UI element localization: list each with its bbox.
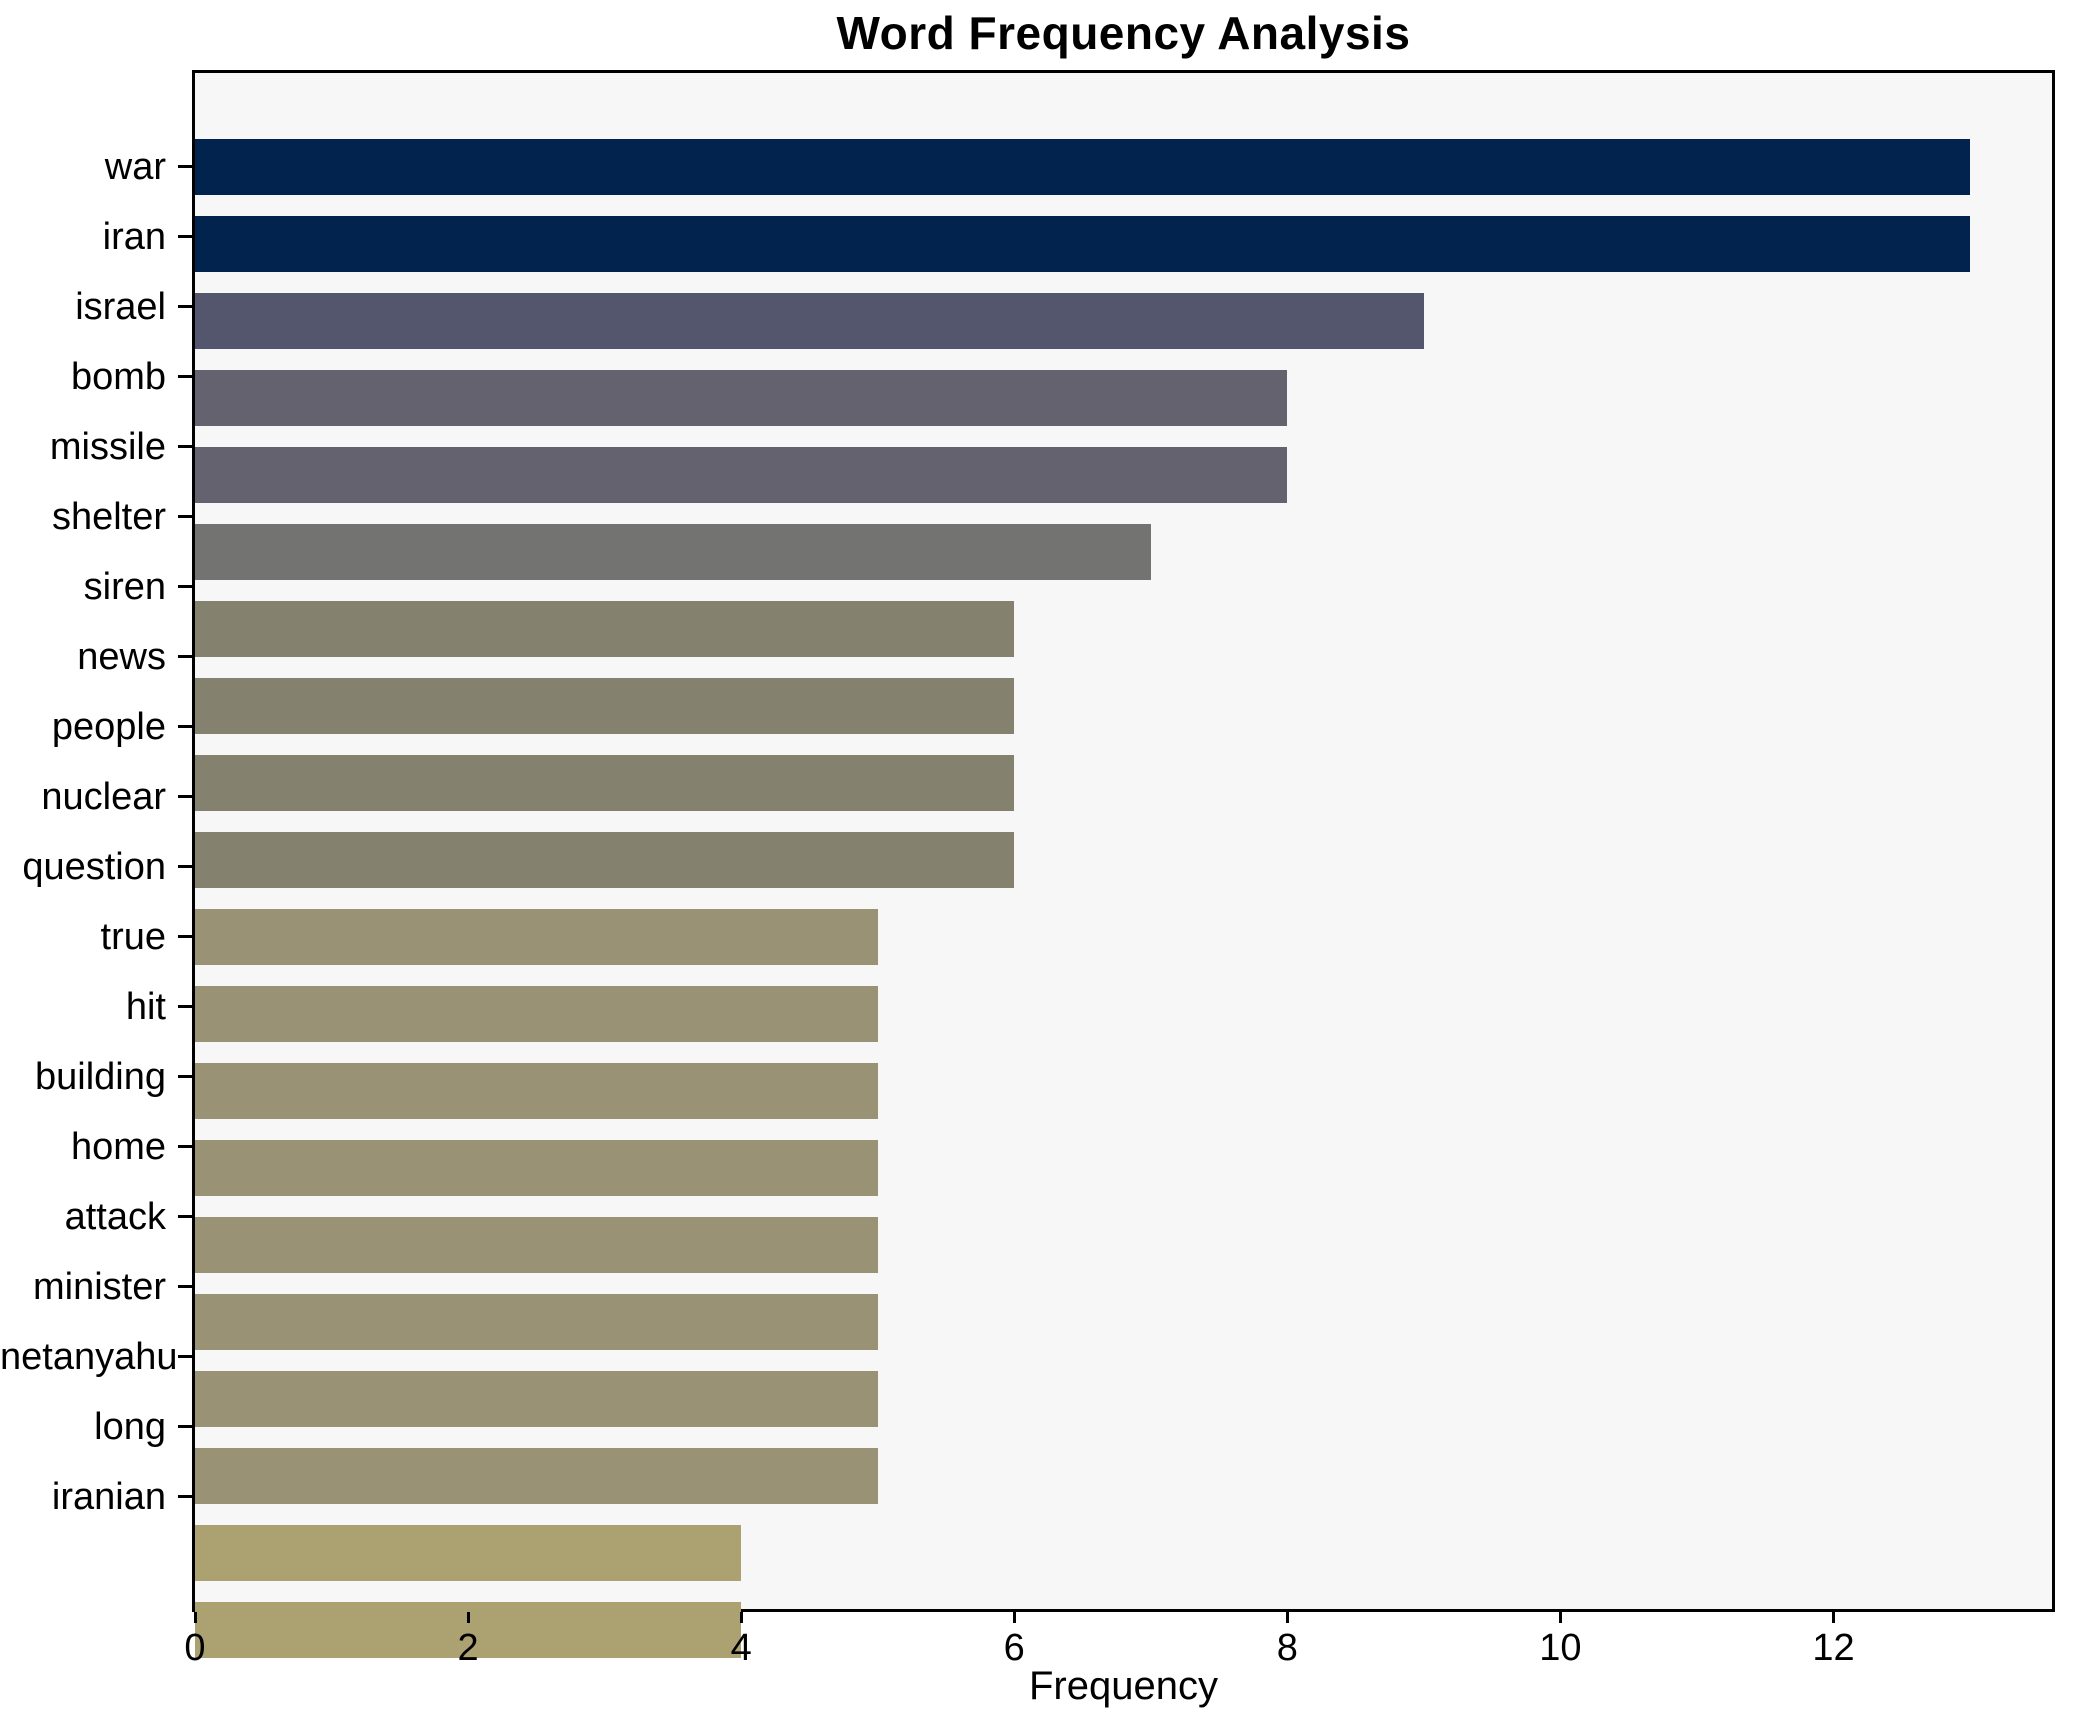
y-tick-label: true [100,916,166,958]
x-tick-mark [1285,1612,1289,1623]
y-tick-label: question [22,846,166,888]
y-tick-label: minister [32,1266,166,1308]
y-tick-label: long [94,1406,166,1448]
x-axis-title: Frequency [1029,1664,1218,1708]
bar-row [195,1525,2052,1595]
y-tick-mark [178,1005,192,1008]
y-tick-mark [178,795,192,798]
y-tick-mark [178,1285,192,1288]
y-tick-mark [178,1355,192,1358]
y-tick-label: bomb [70,356,166,398]
y-tick-label: shelter [51,496,166,538]
bar-row [195,1602,2052,1672]
frequency-bar [195,1294,878,1350]
frequency-bar [195,1525,742,1581]
x-tick-label: 4 [730,1627,752,1669]
x-tick-mark [1832,1612,1836,1623]
x-tick-mark [193,1612,197,1623]
frequency-bar [195,678,1015,734]
bar-row [195,678,2052,748]
x-tick-label: 10 [1539,1627,1582,1669]
y-tick-mark [178,375,192,378]
y-tick-mark [178,445,192,448]
x-tick-mark [1558,1612,1562,1623]
bar-row [195,1063,2052,1133]
y-tick-mark [178,865,192,868]
frequency-bar [195,832,1015,888]
x-tick-label: 2 [457,1627,479,1669]
y-tick-mark [178,725,192,728]
bar-row [195,986,2052,1056]
frequency-bar [195,1140,878,1196]
y-tick-label: israel [75,286,166,328]
y-tick-label: war [104,146,166,188]
bar-row [195,909,2052,979]
y-tick-mark [178,165,192,168]
frequency-bar [195,447,1288,503]
bar-row [195,1294,2052,1364]
bar-row [195,1448,2052,1518]
frequency-bar [195,909,878,965]
bar-row [195,1217,2052,1287]
frequency-bar [195,216,1971,272]
x-tick-label: 0 [184,1627,206,1669]
y-tick-label: iranian [51,1476,166,1518]
y-tick-label: nuclear [41,776,166,818]
frequency-bar [195,1063,878,1119]
y-tick-label: home [70,1126,166,1168]
frequency-bar [195,524,1151,580]
x-tick-label: 6 [1003,1627,1025,1669]
frequency-bar [195,370,1288,426]
y-tick-mark [178,235,192,238]
y-tick-label: building [35,1056,166,1098]
bar-row [195,524,2052,594]
bar-row [195,1140,2052,1210]
y-tick-mark [178,585,192,588]
y-tick-label: netanyahu [0,1336,178,1378]
y-tick-mark [178,1075,192,1078]
plot-area [192,70,2055,1658]
bar-row [195,447,2052,517]
bar-row [195,139,2052,209]
bar-row [195,216,2052,286]
x-tick-mark [739,1612,743,1623]
frequency-bar [195,755,1015,811]
y-tick-label: iran [102,216,166,258]
y-tick-mark [178,1215,192,1218]
bar-row [195,370,2052,440]
bar-row [195,832,2052,902]
y-tick-mark [178,935,192,938]
y-tick-mark [178,655,192,658]
y-tick-label: hit [125,986,166,1028]
bar-row [195,601,2052,671]
frequency-bar [195,986,878,1042]
bar-row [195,755,2052,825]
x-tick-mark [1012,1612,1016,1623]
x-tick-label: 8 [1276,1627,1298,1669]
y-tick-label: attack [64,1196,166,1238]
x-tick-mark [466,1612,470,1623]
chart-title: Word Frequency Analysis [836,7,1411,59]
x-tick-label: 12 [1812,1627,1855,1669]
y-tick-mark [178,305,192,308]
y-tick-mark [178,1145,192,1148]
y-tick-label: siren [83,566,166,608]
frequency-bar [195,601,1015,657]
frequency-bar [195,139,1971,195]
y-tick-mark [178,1425,192,1428]
frequency-bar [195,1371,878,1427]
y-tick-label: missile [49,426,166,468]
bar-row [195,1371,2052,1441]
y-tick-mark [178,515,192,518]
frequency-bar [195,1448,878,1504]
frequency-bar [195,1217,878,1273]
y-tick-label: people [51,706,166,748]
bar-row [195,293,2052,363]
y-tick-label: news [77,636,166,678]
y-tick-mark [178,1495,192,1498]
frequency-bar [195,293,1424,349]
bars-container [195,73,2052,1672]
frequency-bar [195,1602,742,1658]
